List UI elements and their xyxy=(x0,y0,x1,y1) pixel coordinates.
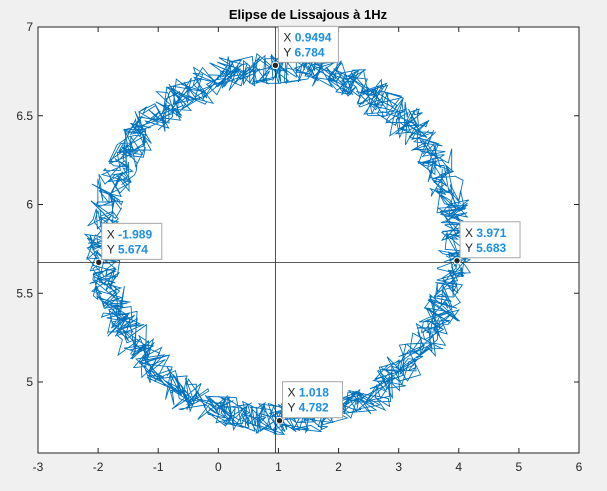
datatip-box xyxy=(277,25,339,63)
y-tick-label: 7 xyxy=(26,20,33,34)
datatip-x-key: X xyxy=(283,30,294,44)
y-tick-label: 5.5 xyxy=(16,286,33,300)
x-tick-label: 5 xyxy=(516,460,523,474)
datatip-y-key: Y xyxy=(465,241,476,255)
datatip-x-value: 1.018 xyxy=(299,386,329,400)
datatip-x-row: X -1.989 xyxy=(107,227,153,241)
datatip-x-key: X xyxy=(107,227,118,241)
datatip-y-row: Y 5.683 xyxy=(465,241,506,255)
datatip-y-row: Y 4.782 xyxy=(288,401,329,415)
datatip-marker[interactable] xyxy=(275,416,284,425)
datatip-x-key: X xyxy=(288,386,299,400)
x-tick-label: -1 xyxy=(153,460,164,474)
chart-title: Elipse de Lissajous à 1Hz xyxy=(229,7,388,22)
datatip-box xyxy=(282,381,344,419)
x-tick-label: -2 xyxy=(93,460,104,474)
datatip-y-value: 4.782 xyxy=(299,401,329,415)
datatip-y-value: 5.674 xyxy=(118,242,148,256)
datatip-x-row: X 1.018 xyxy=(288,386,330,400)
datatip-x-row: X 3.971 xyxy=(465,226,507,240)
datatip-x-row: X 0.9494 xyxy=(283,30,331,44)
y-tick-label: 6.5 xyxy=(16,109,33,123)
x-tick-label: 1 xyxy=(275,460,282,474)
datatip-x-key: X xyxy=(465,226,476,240)
datatip-y-key: Y xyxy=(283,45,294,59)
datatip-y-key: Y xyxy=(288,401,299,415)
datatip-x-value: 3.971 xyxy=(476,226,506,240)
y-tick-label: 6 xyxy=(26,198,33,212)
datatip-x-value: -1.989 xyxy=(118,227,152,241)
datatip-y-value: 5.683 xyxy=(476,241,506,255)
datatip-box xyxy=(101,222,163,260)
datatip-y-row: Y 6.784 xyxy=(283,45,324,59)
x-tick-label: 3 xyxy=(395,460,402,474)
datatip-marker[interactable] xyxy=(95,258,103,267)
x-tick-label: 6 xyxy=(576,460,583,474)
x-tick-label: 0 xyxy=(215,460,222,474)
datatip-box xyxy=(459,221,521,259)
datatip-x-value: 0.9494 xyxy=(295,30,332,44)
datatip-marker[interactable] xyxy=(271,61,280,70)
datatip-y-value: 6.784 xyxy=(295,45,325,59)
x-tick-label: -3 xyxy=(33,460,44,474)
datatip-marker[interactable] xyxy=(453,257,461,265)
x-tick-label: 2 xyxy=(335,460,342,474)
x-tick-label: 4 xyxy=(455,460,462,474)
y-tick-label: 5 xyxy=(26,375,33,389)
datatip-y-key: Y xyxy=(107,242,118,256)
datatip-y-row: Y 5.674 xyxy=(107,242,148,256)
